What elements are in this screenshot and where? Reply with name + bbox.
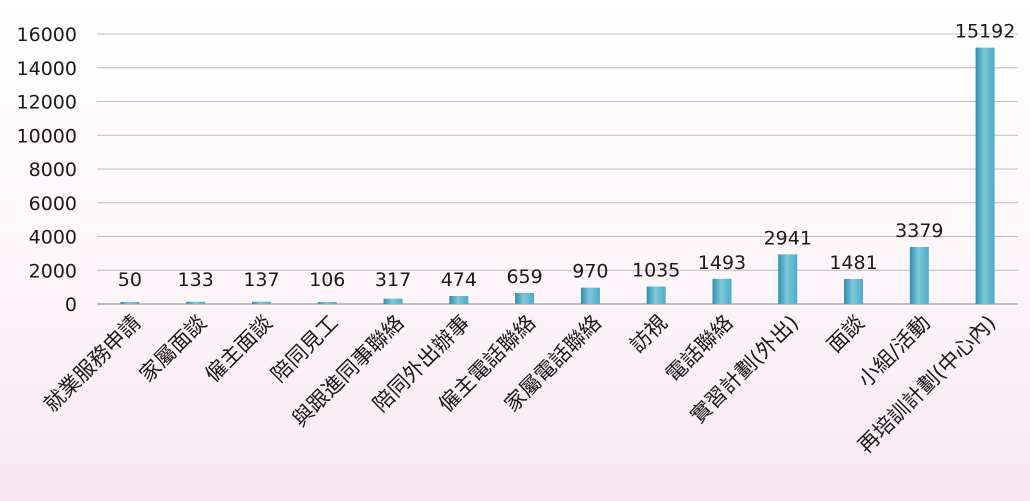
category-label: 與跟進同事聯絡 xyxy=(288,311,409,432)
data-labels: 50 133 137 106 317 474 659 970 1035 1493 2941 1481 3… xyxy=(118,21,1016,291)
category-label: 面談 xyxy=(822,311,869,358)
data-label: 133 xyxy=(178,269,214,291)
bar xyxy=(383,298,403,304)
data-label: 970 xyxy=(572,261,608,283)
category-label: 就業服務申請 xyxy=(39,311,145,417)
y-tick-label: 8000 xyxy=(29,159,77,181)
y-axis-tick-labels: 0 2000 4000 6000 8000 10000 12000 14000 16000 xyxy=(17,24,77,316)
bar xyxy=(646,286,666,304)
y-tick-label: 2000 xyxy=(29,260,77,282)
category-label: 家屬面談 xyxy=(135,311,211,387)
bar xyxy=(712,278,732,304)
y-tick-label: 14000 xyxy=(17,58,77,80)
bars xyxy=(120,47,995,304)
bar xyxy=(120,302,140,304)
data-label: 50 xyxy=(118,269,142,291)
data-label: 1035 xyxy=(632,260,680,282)
bar xyxy=(975,47,995,304)
category-labels: 就業服務申請家屬面談僱主面談陪同見工與跟進同事聯絡陪同外出辦事僱主電話聯絡家屬電… xyxy=(39,311,1000,458)
data-label: 317 xyxy=(375,269,411,291)
category-label: 訪視 xyxy=(625,311,672,358)
data-label: 1493 xyxy=(698,252,746,274)
category-label: 僱主面談 xyxy=(201,311,277,387)
bar xyxy=(515,292,535,304)
bar xyxy=(778,254,798,304)
bar xyxy=(844,279,864,304)
y-tick-label: 12000 xyxy=(17,92,77,114)
y-tick-label: 0 xyxy=(65,294,77,316)
data-label: 15192 xyxy=(955,21,1015,43)
gridlines xyxy=(97,33,1018,305)
data-label: 659 xyxy=(506,266,542,288)
data-label: 137 xyxy=(243,269,279,291)
y-tick-label: 4000 xyxy=(29,227,77,249)
bar xyxy=(909,246,929,304)
bar xyxy=(580,287,600,304)
y-tick-label: 10000 xyxy=(17,125,77,147)
data-label: 1481 xyxy=(829,252,877,274)
y-tick-label: 16000 xyxy=(17,24,77,46)
data-label: 474 xyxy=(441,269,477,291)
bar xyxy=(186,301,206,304)
bar xyxy=(449,296,469,304)
bar xyxy=(251,301,271,304)
y-tick-label: 6000 xyxy=(29,193,77,215)
data-label: 2941 xyxy=(764,227,812,249)
data-label: 3379 xyxy=(895,220,943,242)
bar xyxy=(317,302,337,304)
data-label: 106 xyxy=(309,269,345,291)
